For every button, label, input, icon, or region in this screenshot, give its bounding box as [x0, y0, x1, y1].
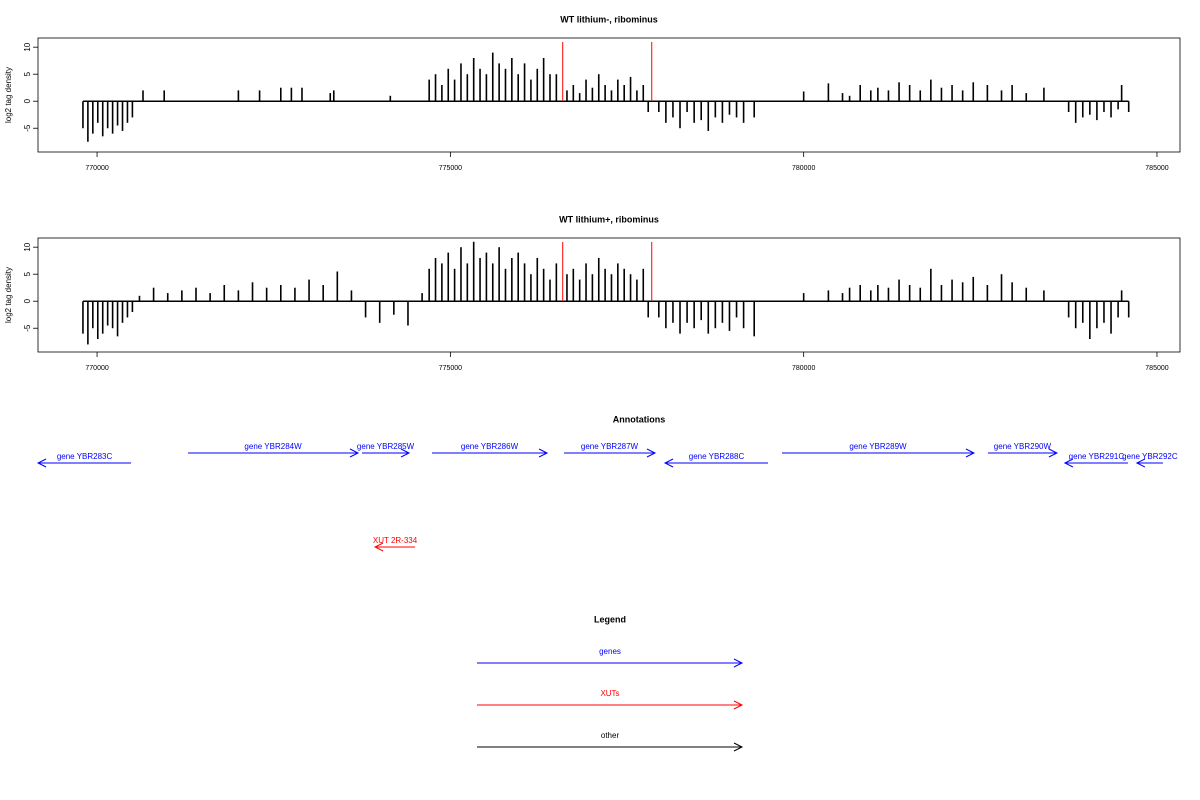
y-tick-label: -5	[23, 324, 32, 332]
feature-arrow	[563, 448, 657, 458]
panel-title: WT lithium+, ribominus	[559, 214, 659, 224]
y-tick-label: -5	[23, 124, 32, 132]
feature-label: gene YBR292C	[1122, 452, 1178, 461]
x-tick-label: 775000	[439, 165, 462, 172]
x-tick-label: 785000	[1145, 165, 1168, 172]
y-tick-label: 5	[23, 71, 32, 76]
feature-arrow	[188, 448, 360, 458]
annotation-title: Annotations	[613, 414, 666, 424]
y-tick-label: 0	[23, 298, 32, 303]
legend-label: XUTs	[600, 689, 619, 698]
legend-label: other	[601, 731, 620, 740]
feature-label: gene YBR290W	[994, 442, 1052, 451]
panel-title: WT lithium-, ribominus	[560, 14, 658, 24]
feature-arrow	[431, 448, 549, 458]
legend-title: Legend	[594, 614, 626, 624]
feature-arrow	[362, 448, 411, 458]
y-tick-label: 5	[23, 271, 32, 276]
feature-arrow	[1063, 458, 1128, 468]
x-tick-label: 785000	[1145, 365, 1168, 372]
feature-label: gene YBR287W	[581, 442, 639, 451]
x-tick-label: 770000	[85, 365, 108, 372]
feature-label: gene YBR289W	[849, 442, 907, 451]
y-tick-label: 10	[23, 42, 32, 51]
feature-label: gene YBR286W	[461, 442, 519, 451]
y-tick-label: 10	[23, 242, 32, 251]
y-axis-label: log2 tag density	[4, 67, 13, 123]
y-tick-label: 0	[23, 98, 32, 103]
feature-arrow	[373, 542, 416, 552]
feature-label: gene YBR285W	[357, 442, 415, 451]
y-axis-label: log2 tag density	[4, 267, 13, 323]
legend-label: genes	[599, 647, 621, 656]
x-tick-label: 775000	[439, 365, 462, 372]
feature-arrow	[987, 448, 1059, 458]
feature-label: gene YBR284W	[244, 442, 302, 451]
feature-arrow	[36, 458, 132, 468]
feature-arrow	[781, 448, 976, 458]
feature-label: gene YBR291C	[1069, 452, 1125, 461]
legend-arrow	[477, 700, 744, 710]
feature-label: gene YBR288C	[689, 452, 745, 461]
feature-arrow	[663, 458, 768, 468]
plot-frame	[37, 237, 1181, 353]
feature-label: XUT 2R-334	[373, 536, 418, 545]
feature-label: gene YBR283C	[57, 452, 113, 461]
x-tick-label: 780000	[792, 165, 815, 172]
plot-frame	[37, 37, 1181, 153]
legend-arrow	[477, 742, 744, 752]
x-tick-label: 780000	[792, 365, 815, 372]
x-tick-label: 770000	[85, 165, 108, 172]
legend-arrow	[477, 658, 744, 668]
feature-arrow	[1135, 458, 1163, 468]
